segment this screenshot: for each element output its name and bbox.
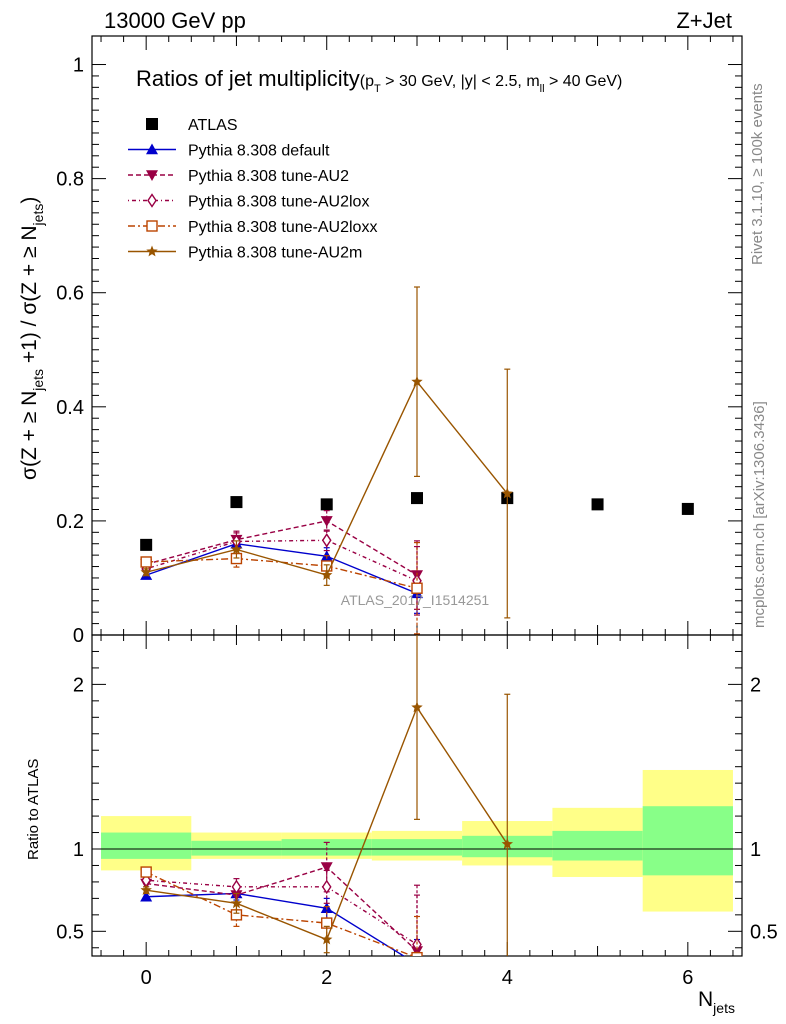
legend-marker-au2m (146, 245, 158, 257)
band-inner (371, 839, 463, 856)
ratio-y-tick-label: 0.5 (56, 921, 84, 943)
legend-label-au2: Pythia 8.308 tune-AU2 (188, 168, 349, 185)
x-tick-label: 6 (682, 967, 693, 989)
legend-label-au2lox: Pythia 8.308 tune-AU2lox (188, 194, 369, 211)
legend-marker-au2loxx (146, 220, 158, 232)
x-tick-label: 4 (502, 967, 513, 989)
main-panel: 0 0.2 0.4 0.6 0.8 1 ATLAS Pythia 8.308 default P… (56, 35, 743, 956)
x-axis-label: Njets (698, 988, 735, 1016)
ratio-y-tick-label: 1 (73, 839, 84, 861)
ratio-line-default (146, 892, 406, 956)
band-inner (101, 832, 192, 859)
data-point-au2m (411, 375, 423, 387)
rivet-label: Rivet 3.1.10, ≥ 100k events (749, 83, 766, 265)
legend-label-au2loxx: Pythia 8.308 tune-AU2loxx (188, 219, 377, 236)
legend-label-au2m: Pythia 8.308 tune-AU2m (188, 245, 362, 262)
ratio-point-au2m (411, 701, 423, 713)
main-y-tick-label: 0.8 (56, 169, 84, 191)
x-tick-label: 0 (141, 967, 152, 989)
legend: ATLAS Pythia 8.308 default Pythia 8.308 tu… (128, 117, 377, 262)
series-line-default (145, 543, 418, 595)
legend-label-atlas: ATLAS (188, 117, 238, 134)
ratio-series-layer (140, 635, 513, 969)
header-right: Z+Jet (676, 8, 732, 33)
ratio-point-au2 (320, 862, 333, 874)
main-y-tick-label: 0.4 (56, 397, 84, 419)
ratio-y-tick-label: 2 (73, 674, 84, 696)
main-y-axis-label: σ(Z + ≥ Njets +1) / σ(Z + ≥ Njets) (18, 197, 46, 480)
ratio-y-tick-label-right: 1 (750, 839, 761, 861)
data-point-au2 (320, 516, 333, 527)
series-au2m (140, 286, 513, 619)
data-point-atlas (230, 496, 243, 509)
data-point-au2m (501, 487, 513, 499)
series-line-au2loxx (146, 557, 418, 589)
ratio-line-au2loxx (145, 871, 415, 956)
legend-marker-atlas (146, 118, 158, 130)
legend-marker-default (146, 143, 158, 155)
data-point-atlas (411, 492, 423, 505)
band-inner (281, 839, 372, 856)
ratio-series-au2lox (141, 869, 422, 956)
ratio-series-au2m (140, 635, 513, 956)
series-au2loxx (140, 541, 423, 635)
ratio-y-tick-label-right: 2 (750, 674, 761, 696)
data-point-au2m (140, 566, 152, 578)
data-point-atlas (591, 498, 604, 511)
ratio-y-axis-label: Ratio to ATLAS (25, 759, 42, 860)
band-inner (642, 806, 733, 876)
series-line-au2lox (145, 539, 418, 582)
ratio-point-au2m (230, 897, 243, 909)
ratio-line-au2 (146, 866, 418, 952)
ratio-point-au2lox (321, 879, 332, 895)
main-y-tick-label: 0.6 (56, 283, 84, 305)
x-tick-label: 2 (321, 967, 332, 989)
mcplots-label: mcplots.cern.ch [arXiv:1306.3436] (751, 401, 768, 628)
ratio-point-default (140, 890, 153, 902)
legend-label-default: Pythia 8.308 default (188, 143, 330, 160)
main-y-tick-label: 0.2 (56, 511, 84, 533)
band-inner (191, 840, 282, 856)
header-left: 13000 GeV pp (104, 8, 246, 33)
data-point-au2m (321, 569, 333, 580)
band-inner (552, 830, 643, 861)
legend-marker-au2lox (147, 193, 157, 208)
ratio-point-au2m (140, 884, 152, 895)
ratio-point-default (411, 958, 423, 969)
ratio-series-default (140, 886, 423, 969)
ratio-y-tick-label-right: 0.5 (750, 921, 778, 943)
data-point-au2m (230, 543, 243, 555)
chart-title-main: Ratios of jet multiplicity (136, 66, 360, 91)
data-point-atlas (140, 538, 153, 551)
chart-title: Ratios of jet multiplicity(pT > 30 GeV, … (136, 66, 622, 95)
ratio-point-au2loxx (140, 866, 152, 878)
main-series-layer (140, 286, 694, 635)
data-point-au2loxx (411, 582, 423, 594)
series-line-au2 (145, 520, 418, 576)
ratio-panel: 0.5 0.5 1 1 2 2 0 2 4 6 (56, 634, 778, 989)
ratio-point-au2m (501, 838, 513, 849)
analysis-watermark: ATLAS_2017_I1514251 (341, 592, 490, 608)
data-point-au2loxx (140, 556, 152, 568)
data-point-au2lox (321, 533, 332, 548)
main-y-tick-label: 0 (73, 625, 84, 647)
data-point-atlas (320, 498, 333, 511)
main-y-tick-label: 1 (73, 55, 84, 77)
legend-marker-au2 (146, 170, 158, 181)
ratio-series-au2loxx (140, 866, 423, 956)
ratio-point-au2m (321, 933, 333, 945)
ratio-point-au2loxx (411, 951, 423, 956)
data-point-atlas (681, 502, 694, 515)
